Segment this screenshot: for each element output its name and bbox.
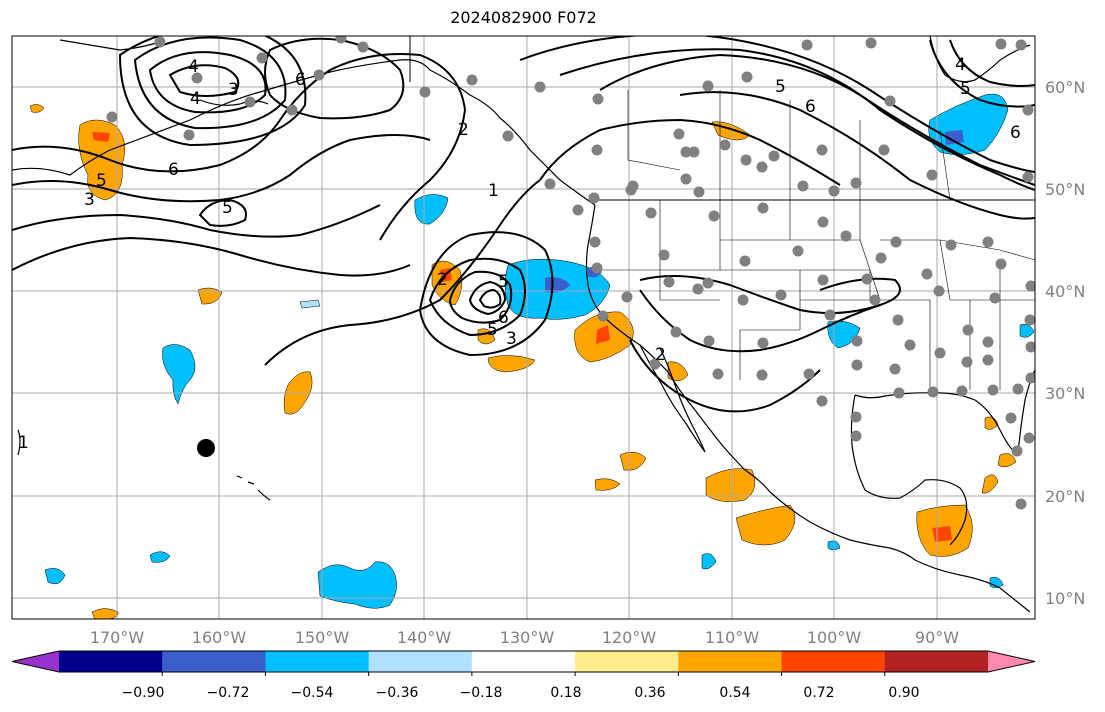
graticule bbox=[12, 36, 1035, 619]
contour-label: 2 bbox=[437, 270, 448, 290]
state-borders bbox=[600, 90, 1035, 390]
colorbar-segment bbox=[162, 651, 266, 672]
coastlines bbox=[12, 36, 1035, 613]
point-marker bbox=[197, 439, 215, 457]
colorbar-segment bbox=[265, 651, 370, 672]
colorbar-tick-label: 0.18 bbox=[550, 685, 581, 701]
contour-lines bbox=[12, 36, 1035, 413]
colorbar-tick-label: −0.18 bbox=[460, 685, 503, 701]
lon-label: 160°W bbox=[192, 628, 247, 647]
colorbar bbox=[11, 650, 1036, 676]
colorbar-tick-label: −0.72 bbox=[207, 685, 250, 701]
contour-label: 5 bbox=[960, 79, 971, 99]
contour-label: 6 bbox=[168, 160, 179, 180]
contour-label: 4 bbox=[188, 57, 199, 77]
contour-label: 6 bbox=[295, 70, 306, 90]
lon-label: 150°W bbox=[295, 628, 350, 647]
colorbar-segment bbox=[678, 651, 783, 672]
map-border bbox=[11, 35, 1036, 620]
colorbar-tick-label: −0.90 bbox=[122, 685, 165, 701]
colorbar-segment bbox=[575, 651, 679, 672]
lon-label: 140°W bbox=[397, 628, 452, 647]
contour-label: 2 bbox=[458, 120, 469, 140]
lat-label: 40°N bbox=[1045, 282, 1085, 301]
lon-label: 120°W bbox=[602, 628, 657, 647]
lon-label: 170°W bbox=[90, 628, 145, 647]
contour-label: 5 bbox=[775, 77, 786, 97]
contour-label: 1 bbox=[488, 181, 499, 201]
latitude-labels: 60°N 50°N 40°N 30°N 20°N 10°N bbox=[1045, 78, 1085, 608]
map-title: 2024082900 F072 bbox=[450, 8, 597, 27]
colorbar-extend-min bbox=[12, 651, 59, 672]
colorbar-tick-label: 0.90 bbox=[888, 685, 919, 701]
lat-label: 10°N bbox=[1045, 589, 1085, 608]
contour-label: 6 bbox=[498, 308, 509, 328]
colorbar-extend-max bbox=[988, 651, 1035, 672]
lat-label: 30°N bbox=[1045, 384, 1085, 403]
contour-label: 5 bbox=[498, 272, 509, 292]
colorbar-tick-label: 0.72 bbox=[803, 685, 834, 701]
lat-label: 20°N bbox=[1045, 487, 1085, 506]
contour-label: 5 bbox=[487, 320, 498, 340]
colorbar-segment bbox=[368, 651, 473, 672]
lat-label: 50°N bbox=[1045, 180, 1085, 199]
contour-label: 5 bbox=[96, 171, 107, 191]
longitude-labels: 170°W 160°W 150°W 140°W 130°W 120°W 110°… bbox=[90, 628, 959, 647]
contour-label: 5 bbox=[222, 198, 233, 218]
lon-label: 90°W bbox=[915, 628, 959, 647]
colorbar-tick-label: −0.36 bbox=[376, 685, 419, 701]
colorbar-tick-label: −0.54 bbox=[291, 685, 334, 701]
colorbar-tick-labels: −0.90 −0.72 −0.54 −0.36 −0.18 0.18 0.36 … bbox=[122, 685, 920, 701]
contour-label: 3 bbox=[84, 190, 95, 210]
lon-label: 110°W bbox=[705, 628, 760, 647]
lat-label: 60°N bbox=[1045, 78, 1085, 97]
colorbar-segment bbox=[471, 651, 576, 672]
contour-label: 1 bbox=[18, 433, 29, 453]
contour-label: 2 bbox=[655, 345, 666, 365]
contour-label: 6 bbox=[805, 97, 816, 117]
colorbar-tick-label: 0.54 bbox=[719, 685, 750, 701]
contour-labels: 3 4 5 6 6 5 3 5 2 1 5 4 6 5 6 6 5 3 2 2 … bbox=[18, 55, 1021, 453]
colorbar-segment bbox=[781, 651, 886, 672]
lon-label: 130°W bbox=[500, 628, 555, 647]
station-markers bbox=[106, 36, 1035, 510]
contour-label: 4 bbox=[190, 89, 201, 109]
lon-label: 100°W bbox=[807, 628, 862, 647]
contour-label: 4 bbox=[955, 55, 966, 75]
contour-label: 3 bbox=[506, 329, 517, 349]
contour-label: 3 bbox=[228, 80, 239, 100]
colorbar-segment bbox=[59, 651, 163, 672]
colorbar-outline bbox=[11, 650, 1036, 673]
map-background bbox=[12, 36, 1035, 619]
colorbar-segment bbox=[884, 651, 989, 672]
colorbar-tick-label: 0.36 bbox=[634, 685, 665, 701]
contour-label: 6 bbox=[1010, 123, 1021, 143]
